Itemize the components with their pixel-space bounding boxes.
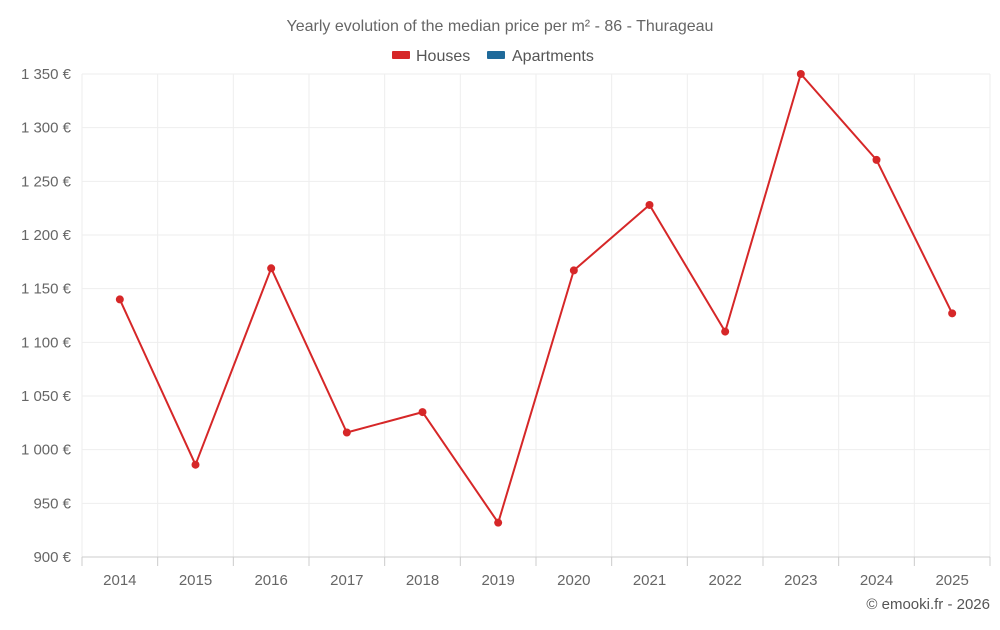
y-axis-ticks: 900 € 950 € 1 000 € 1 050 € 1 100 € 1 150 € 1 … bbox=[21, 66, 72, 566]
axes bbox=[81, 556, 991, 566]
x-tick-label: 2023 bbox=[784, 572, 817, 589]
x-tick-label: 2017 bbox=[330, 572, 363, 589]
legend-label-houses: Houses bbox=[416, 48, 470, 65]
y-tick-label: 1 300 € bbox=[21, 120, 72, 137]
x-tick-label: 2019 bbox=[481, 572, 514, 589]
data-point-houses-2018[interactable] bbox=[418, 408, 427, 417]
series-line-houses bbox=[118, 73, 954, 524]
data-point-houses-2016[interactable] bbox=[267, 264, 276, 273]
x-tick-label: 2014 bbox=[103, 572, 136, 589]
x-axis-ticks: 2014 2015 2016 2017 2018 2019 2020 2021 2022 2023… bbox=[103, 572, 969, 589]
x-tick-label: 2021 bbox=[633, 572, 666, 589]
data-point-houses-2014[interactable] bbox=[115, 295, 124, 304]
x-tick-label: 2025 bbox=[935, 572, 968, 589]
data-point-houses-2017[interactable] bbox=[342, 428, 351, 437]
legend-label-apartments: Apartments bbox=[512, 48, 594, 65]
y-tick-label: 1 050 € bbox=[21, 388, 72, 405]
x-tick-label: 2015 bbox=[179, 572, 212, 589]
data-point-houses-2023[interactable] bbox=[796, 70, 805, 78]
data-point-houses-2021[interactable] bbox=[645, 200, 654, 209]
data-point-houses-2015[interactable] bbox=[191, 460, 200, 469]
data-point-houses-2019[interactable] bbox=[494, 518, 503, 527]
x-tick-label: 2016 bbox=[254, 572, 287, 589]
legend-item-houses[interactable]: Houses bbox=[392, 48, 470, 65]
data-point-houses-2024[interactable] bbox=[872, 155, 881, 164]
x-tick-label: 2024 bbox=[860, 572, 893, 589]
credit-text: © emooki.fr - 2026 bbox=[866, 596, 990, 613]
legend-swatch-houses bbox=[392, 51, 410, 59]
series bbox=[115, 70, 957, 527]
y-tick-label: 1 350 € bbox=[21, 66, 72, 83]
y-tick-label: 1 200 € bbox=[21, 227, 72, 244]
x-tick-label: 2022 bbox=[708, 572, 741, 589]
y-tick-label: 950 € bbox=[33, 495, 71, 512]
y-tick-label: 900 € bbox=[33, 549, 71, 566]
y-tick-label: 1 250 € bbox=[21, 173, 72, 190]
y-tick-label: 1 000 € bbox=[21, 442, 72, 459]
x-tick-label: 2018 bbox=[406, 572, 439, 589]
data-point-houses-2022[interactable] bbox=[721, 327, 730, 336]
x-tick-label: 2020 bbox=[557, 572, 590, 589]
legend-item-apartments[interactable]: Apartments bbox=[487, 48, 594, 65]
y-tick-label: 1 100 € bbox=[21, 334, 72, 351]
data-point-houses-2025[interactable] bbox=[948, 309, 957, 318]
legend: Houses Apartments bbox=[392, 48, 594, 65]
data-point-houses-2020[interactable] bbox=[569, 266, 578, 275]
chart-title: Yearly evolution of the median price per… bbox=[287, 18, 714, 35]
gridlines bbox=[81, 73, 991, 557]
y-tick-label: 1 150 € bbox=[21, 281, 72, 298]
legend-swatch-apartments bbox=[487, 51, 505, 59]
